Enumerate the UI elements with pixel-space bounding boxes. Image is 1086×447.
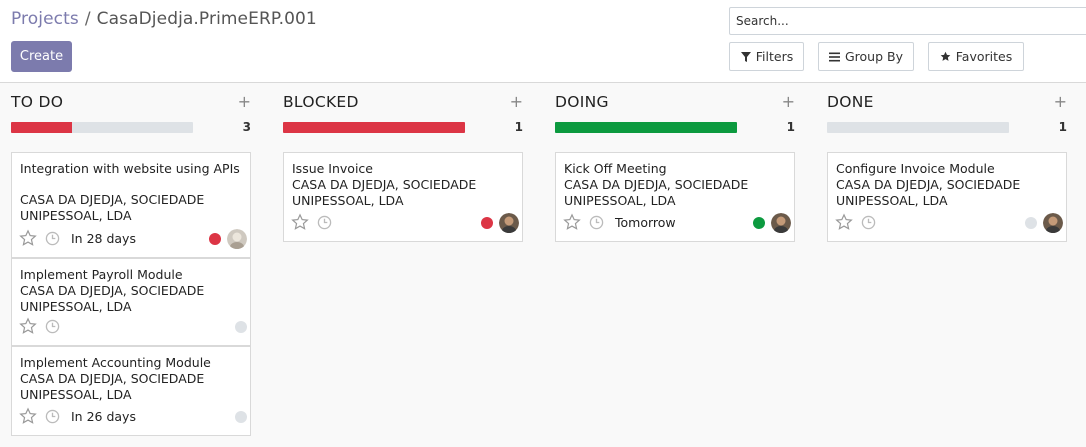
filters-button[interactable]: Filters — [729, 42, 804, 71]
activity-clock-icon[interactable] — [45, 409, 60, 424]
priority-star-icon[interactable] — [19, 229, 37, 247]
task-name: Implement Payroll Module — [20, 267, 183, 282]
priority-star-icon[interactable] — [835, 213, 853, 231]
priority-star-icon[interactable] — [19, 407, 37, 425]
activity-clock-icon[interactable] — [861, 215, 876, 230]
task-name: Implement Accounting Module — [20, 355, 211, 370]
priority-star-icon[interactable] — [291, 213, 309, 231]
task-card[interactable]: Integration with website using APIs CASA… — [11, 152, 251, 258]
task-partner: CASA DA DJEDJA, SOCIEDADE UNIPESSOAL, LD… — [20, 371, 205, 402]
column-count: 1 — [514, 120, 523, 134]
task-name: Kick Off Meeting — [564, 161, 667, 176]
breadcrumb-current: CasaDjedja.PrimeERP.001 — [96, 9, 317, 29]
priority-star-icon[interactable] — [19, 317, 37, 335]
activity-clock-icon[interactable] — [45, 231, 60, 246]
task-deadline: In 28 days — [71, 231, 136, 246]
column-progress-bar[interactable] — [827, 122, 1009, 133]
create-button[interactable]: Create — [11, 41, 72, 72]
assignee-avatar — [1043, 213, 1063, 233]
kanban-board: TO DO + 3 Integration with website using… — [0, 84, 1086, 447]
favorites-label: Favorites — [955, 49, 1013, 64]
assignee-avatar — [771, 213, 791, 233]
breadcrumb: Projects / CasaDjedja.PrimeERP.001 — [11, 9, 317, 29]
add-task-plus-icon[interactable]: + — [781, 92, 795, 111]
column-count: 1 — [786, 120, 795, 134]
group-by-button[interactable]: Group By — [818, 42, 914, 71]
activity-clock-icon[interactable] — [589, 215, 604, 230]
task-partner: CASA DA DJEDJA, SOCIEDADE UNIPESSOAL, LD… — [20, 283, 205, 314]
card-footer — [835, 213, 1063, 233]
column-header: DONE + — [827, 92, 1067, 114]
column-count: 3 — [242, 120, 251, 134]
task-partner: CASA DA DJEDJA, SOCIEDADE UNIPESSOAL, LD… — [20, 192, 205, 223]
breadcrumb-projects-link[interactable]: Projects — [11, 9, 79, 29]
filters-label: Filters — [755, 49, 794, 64]
group-by-label: Group By — [844, 49, 903, 64]
kanban-state-dot[interactable] — [753, 217, 765, 229]
add-task-plus-icon[interactable]: + — [509, 92, 523, 111]
task-partner: CASA DA DJEDJA, SOCIEDADE UNIPESSOAL, LD… — [292, 177, 477, 208]
favorites-button[interactable]: Favorites — [928, 42, 1024, 71]
task-deadline: In 26 days — [71, 409, 136, 424]
column-title: BLOCKED — [283, 93, 359, 111]
task-partner: CASA DA DJEDJA, SOCIEDADE UNIPESSOAL, LD… — [564, 177, 749, 208]
task-name: Integration with website using APIs — [20, 161, 240, 176]
control-panel: Projects / CasaDjedja.PrimeERP.001 Create … — [0, 0, 1086, 83]
card-footer — [291, 213, 519, 233]
column-title: DONE — [827, 93, 874, 111]
task-card[interactable]: Implement Payroll Module CASA DA DJEDJA,… — [11, 258, 251, 346]
column-header: TO DO + — [11, 92, 251, 114]
add-task-plus-icon[interactable]: + — [237, 92, 251, 111]
column-progress-bar[interactable] — [555, 122, 737, 133]
column-progress-bar[interactable] — [11, 122, 193, 133]
task-deadline: Tomorrow — [615, 215, 676, 230]
card-footer: In 26 days — [19, 407, 247, 427]
bars-icon — [829, 51, 841, 63]
activity-clock-icon[interactable] — [317, 215, 332, 230]
task-card[interactable]: Implement Accounting Module CASA DA DJED… — [11, 346, 251, 436]
kanban-state-dot[interactable] — [481, 217, 493, 229]
progress-done-segment[interactable] — [555, 122, 737, 133]
assignee-avatar — [499, 213, 519, 233]
column-progress-bar[interactable] — [283, 122, 465, 133]
task-card[interactable]: Kick Off Meeting CASA DA DJEDJA, SOCIEDA… — [555, 152, 795, 242]
task-name: Issue Invoice — [292, 161, 373, 176]
column-count: 1 — [1058, 120, 1067, 134]
task-name: Configure Invoice Module — [836, 161, 995, 176]
task-card[interactable]: Configure Invoice Module CASA DA DJEDJA,… — [827, 152, 1067, 242]
task-partner: CASA DA DJEDJA, SOCIEDADE UNIPESSOAL, LD… — [836, 177, 1021, 208]
task-card[interactable]: Issue Invoice CASA DA DJEDJA, SOCIEDADE … — [283, 152, 523, 242]
search-input[interactable] — [729, 7, 1086, 35]
kanban-state-dot[interactable] — [209, 233, 221, 245]
kanban-state-dot[interactable] — [1025, 217, 1037, 229]
column-title: TO DO — [11, 93, 64, 111]
column-header: DOING + — [555, 92, 795, 114]
star-icon — [940, 51, 952, 63]
progress-blocked-segment[interactable] — [11, 122, 72, 133]
kanban-state-dot[interactable] — [235, 321, 247, 333]
filter-icon — [740, 51, 752, 63]
breadcrumb-separator: / — [84, 9, 91, 29]
kanban-state-dot[interactable] — [235, 411, 247, 423]
column-title: DOING — [555, 93, 609, 111]
column-header: BLOCKED + — [283, 92, 523, 114]
priority-star-icon[interactable] — [563, 213, 581, 231]
add-task-plus-icon[interactable]: + — [1053, 92, 1067, 111]
card-footer — [19, 317, 247, 337]
assignee-avatar — [227, 229, 247, 249]
activity-clock-icon[interactable] — [45, 319, 60, 334]
progress-blocked-segment[interactable] — [283, 122, 465, 133]
card-footer: Tomorrow — [563, 213, 791, 233]
card-footer: In 28 days — [19, 229, 247, 249]
